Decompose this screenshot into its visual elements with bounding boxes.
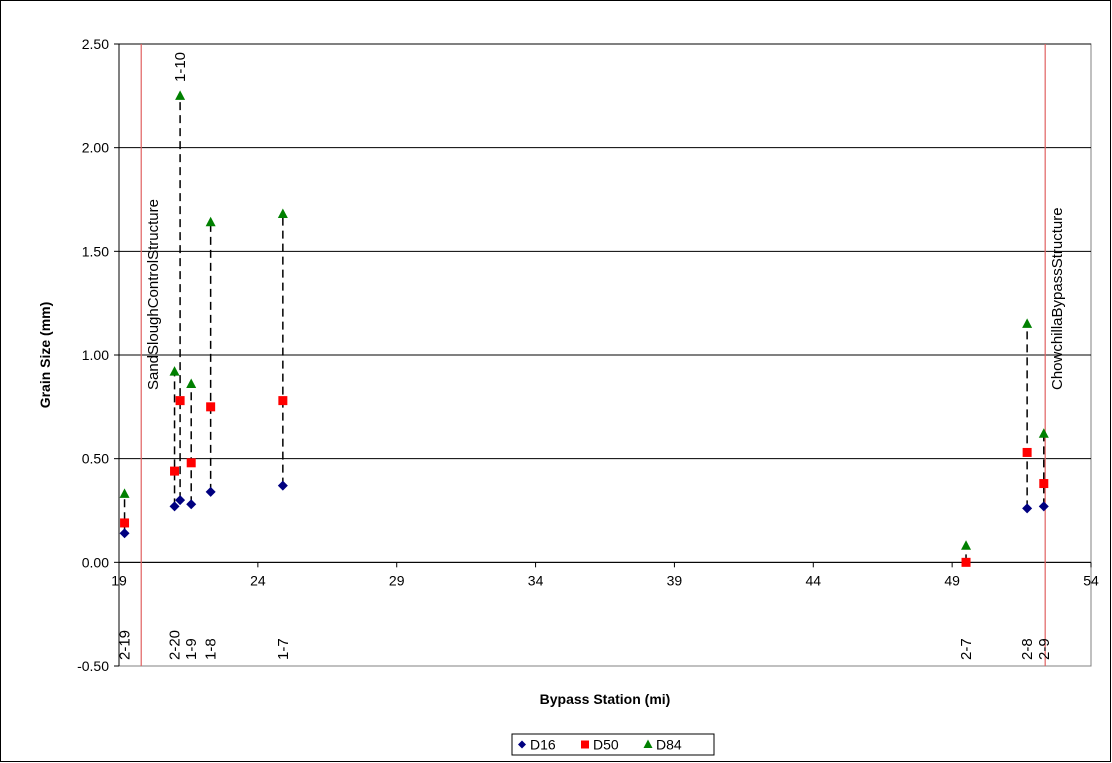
point-d84 bbox=[169, 366, 180, 376]
sample-label: 2-19 bbox=[117, 630, 134, 660]
y-tick-label: -0.50 bbox=[77, 658, 109, 674]
point-d50 bbox=[120, 518, 130, 528]
y-axis-title: Grain Size (mm) bbox=[37, 302, 53, 409]
legend-label-d50: D50 bbox=[593, 737, 619, 753]
point-d16 bbox=[186, 499, 197, 510]
x-tick-label: 24 bbox=[250, 572, 266, 588]
point-d16 bbox=[175, 495, 186, 506]
point-d50 bbox=[961, 557, 971, 567]
sample-label: 2-9 bbox=[1036, 638, 1053, 660]
sample-label: 2-7 bbox=[958, 638, 975, 660]
x-tick-label: 39 bbox=[667, 572, 683, 588]
y-tick-label: 0.00 bbox=[82, 554, 109, 570]
y-tick-label: 1.50 bbox=[82, 243, 109, 259]
x-tick-label: 29 bbox=[389, 572, 405, 588]
point-d50 bbox=[170, 466, 180, 476]
point-d50 bbox=[278, 396, 288, 406]
legend-label-d16: D16 bbox=[530, 737, 556, 753]
y-tick-label: 2.00 bbox=[82, 140, 109, 156]
y-tick-label: 1.00 bbox=[82, 347, 109, 363]
point-d50 bbox=[175, 396, 185, 406]
point-d84 bbox=[205, 216, 216, 227]
x-tick-label: 49 bbox=[944, 572, 960, 588]
sample-label: 1-7 bbox=[275, 638, 292, 660]
legend-marker-d16 bbox=[518, 740, 526, 749]
point-d16 bbox=[169, 501, 180, 512]
point-d16 bbox=[119, 528, 130, 539]
point-d84 bbox=[175, 90, 186, 100]
point-d50 bbox=[206, 402, 216, 412]
point-d16 bbox=[205, 486, 216, 497]
sample-label: 1-8 bbox=[203, 638, 220, 660]
y-tick-label: 2.50 bbox=[82, 36, 109, 52]
point-d16 bbox=[277, 480, 288, 491]
x-tick-label: 34 bbox=[528, 572, 544, 588]
point-d16 bbox=[1038, 501, 1049, 512]
point-d84 bbox=[1022, 318, 1033, 328]
legend-label-d84: D84 bbox=[656, 737, 682, 753]
legend-box bbox=[511, 733, 715, 756]
sample-label: 1-9 bbox=[183, 638, 200, 660]
sample-label: 2-20 bbox=[167, 630, 184, 660]
structure-label: SandSloughControlStructure bbox=[145, 199, 162, 390]
point-d84 bbox=[961, 540, 972, 550]
legend-marker-d50 bbox=[581, 740, 589, 749]
point-d16 bbox=[1022, 503, 1033, 514]
point-d50 bbox=[1022, 447, 1032, 457]
sample-label-top: 1-10 bbox=[172, 52, 189, 82]
x-axis-title: Bypass Station (mi) bbox=[540, 691, 671, 707]
point-d50 bbox=[186, 458, 196, 468]
point-d84 bbox=[277, 208, 288, 219]
point-d84 bbox=[186, 378, 197, 389]
sample-label: 2-8 bbox=[1019, 638, 1036, 660]
point-d84 bbox=[1038, 428, 1049, 438]
point-d84 bbox=[119, 488, 130, 498]
structure-label: ChowchillaBypassStructure bbox=[1049, 207, 1066, 390]
x-tick-label: 44 bbox=[805, 572, 821, 588]
x-tick-label: 54 bbox=[1083, 572, 1099, 588]
x-tick-label: 19 bbox=[111, 572, 127, 588]
legend-marker-d84 bbox=[643, 739, 653, 748]
point-d50 bbox=[1039, 479, 1049, 489]
y-tick-label: 0.50 bbox=[82, 451, 109, 467]
